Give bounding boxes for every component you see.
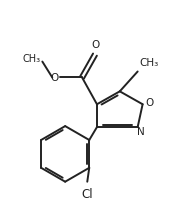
Text: O: O <box>50 73 58 83</box>
Text: O: O <box>92 40 100 50</box>
Text: CH₃: CH₃ <box>140 58 159 68</box>
Text: Cl: Cl <box>82 188 93 201</box>
Text: N: N <box>137 127 145 137</box>
Text: O: O <box>145 98 154 108</box>
Text: CH₃: CH₃ <box>22 54 40 64</box>
